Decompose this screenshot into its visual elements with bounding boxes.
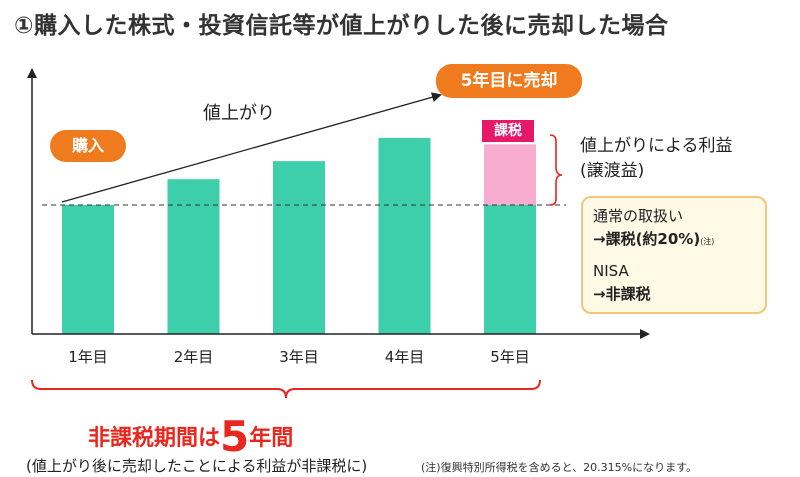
- bar-4: [378, 137, 431, 334]
- tax-treatment-box: 通常の取扱い →課税(約20%)(注) NISA →非課税: [581, 196, 767, 314]
- period-brace: [31, 379, 541, 399]
- normal-treatment-note: (注): [700, 237, 715, 246]
- normal-treatment-label: 通常の取扱い: [593, 207, 684, 225]
- footnote: (注)復興特別所得税を含めると、20.315%になります。: [421, 461, 697, 474]
- profit-label-line2: (譲渡益): [580, 161, 645, 181]
- x-tick-label-1: 1年目: [68, 348, 108, 366]
- nisa-value: →非課税: [593, 285, 651, 303]
- bar-2: [167, 179, 220, 334]
- x-tick-label-4: 4年目: [385, 348, 425, 366]
- rise-arrow: [61, 92, 442, 203]
- normal-treatment-value: →課税(約20%)(注): [593, 228, 755, 251]
- nisa-label: NISA: [593, 262, 629, 280]
- bar-5: [484, 205, 536, 334]
- sell-badge: 5年目に売却: [436, 64, 582, 98]
- x-tick-label-2: 2年目: [174, 348, 214, 366]
- bars-layer: 1年目 2年目 3年目 4年目 5年目: [62, 137, 536, 366]
- normal-treatment-rate: →課税(約20%): [593, 230, 701, 248]
- profit-brace: [549, 134, 563, 206]
- bar-gain-5: [484, 144, 536, 205]
- period-note: (値上がり後に売却したことによる利益が非課税に): [26, 457, 368, 475]
- rise-label: 値上がり: [203, 103, 275, 124]
- x-tick-label-3: 3年目: [279, 348, 319, 366]
- tax-free-period: 非課税期間は5年間: [88, 412, 293, 461]
- period-prefix: 非課税期間は: [88, 426, 221, 451]
- tax-label: 課税: [482, 120, 534, 142]
- bar-1: [62, 205, 114, 334]
- page-title: ①購入した株式・投資信託等が値上がりした後に売却した場合: [14, 13, 669, 39]
- purchase-badge: 購入: [50, 130, 126, 162]
- period-suffix: 年間: [249, 426, 294, 451]
- period-number: 5: [220, 412, 250, 461]
- profit-label-line1: 値上がりによる利益: [580, 136, 733, 156]
- x-tick-label-5: 5年目: [490, 348, 530, 366]
- profit-label: 値上がりによる利益 (譲渡益): [580, 134, 733, 184]
- bar-3: [273, 161, 325, 334]
